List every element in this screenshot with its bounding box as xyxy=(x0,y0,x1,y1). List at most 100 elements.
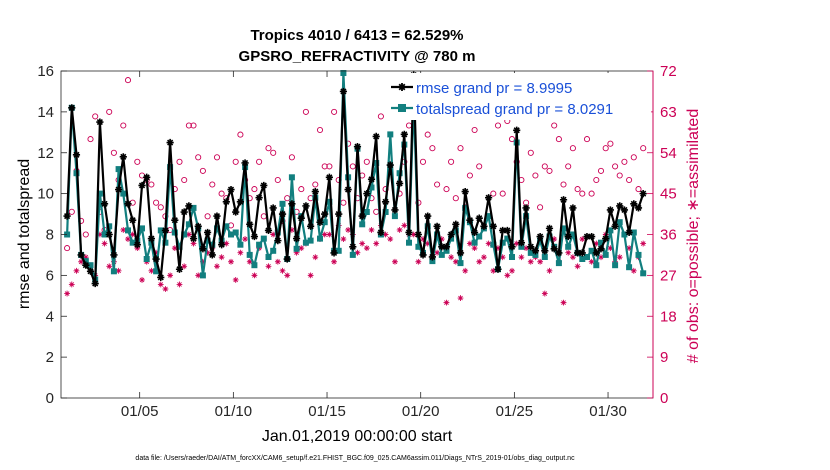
rmse-point xyxy=(616,202,624,210)
possible-obs-point xyxy=(434,181,441,188)
rmse-point xyxy=(367,175,376,183)
rmse-point xyxy=(634,204,643,212)
rmse-point xyxy=(180,208,188,216)
spread-point xyxy=(87,262,94,269)
possible-obs-point xyxy=(195,154,202,161)
rmse-point xyxy=(541,247,549,255)
spread-point xyxy=(471,239,478,246)
assimilated-obs-point xyxy=(448,254,455,261)
assimilated-obs-point xyxy=(410,231,417,238)
y-tick-label: 14 xyxy=(37,104,54,121)
rmse-point xyxy=(143,173,151,181)
spread-point xyxy=(518,243,525,250)
rmse-point xyxy=(213,212,221,220)
rmse-point xyxy=(199,245,207,253)
possible-obs-point xyxy=(153,199,160,206)
assimilated-obs-point xyxy=(363,245,370,252)
rmse-point xyxy=(91,279,99,288)
assimilated-obs-point xyxy=(490,267,497,274)
rmse-point xyxy=(480,222,488,230)
rmse-point xyxy=(545,224,554,232)
rmse-point xyxy=(499,226,507,235)
possible-obs-point xyxy=(64,245,71,252)
assimilated-obs-point xyxy=(218,254,225,261)
rmse-point xyxy=(602,234,610,243)
assimilated-obs-point xyxy=(82,254,89,261)
spread-point xyxy=(527,249,534,256)
rmse-point xyxy=(522,204,530,212)
rmse-point xyxy=(185,202,193,210)
spread-point xyxy=(96,190,103,197)
y2-tick-label: 18 xyxy=(660,308,677,325)
assimilated-obs-point xyxy=(148,267,155,274)
possible-obs-point xyxy=(452,195,459,202)
spread-point xyxy=(185,221,192,228)
spread-point xyxy=(209,241,216,248)
spread-point xyxy=(317,235,323,242)
spread-point xyxy=(153,268,160,275)
rmse-point xyxy=(517,239,525,247)
x-tick-label: 01/05 xyxy=(121,403,159,420)
possible-obs-point xyxy=(597,167,605,174)
rmse-point xyxy=(124,200,132,208)
spread-point xyxy=(157,227,164,234)
rmse-point xyxy=(157,273,165,282)
y-tick-label: 2 xyxy=(46,349,54,366)
x-tick-label: 01/10 xyxy=(215,403,253,420)
spread-point xyxy=(560,225,567,232)
x-tick-label: 01/25 xyxy=(496,403,534,420)
assimilated-obs-point xyxy=(509,267,515,274)
possible-obs-point xyxy=(546,167,553,174)
spread-point xyxy=(110,268,117,275)
legend-spread-label: totalspread grand pr = 8.0291 xyxy=(416,101,613,118)
assimilated-obs-point xyxy=(190,240,197,247)
rmse-point xyxy=(372,132,380,140)
spread-point xyxy=(569,231,576,238)
possible-obs-point xyxy=(419,158,427,165)
y2-tick-label: 72 xyxy=(660,63,677,80)
spread-point xyxy=(204,237,211,244)
assimilated-obs-point xyxy=(232,277,239,283)
assimilated-obs-point xyxy=(565,249,572,256)
rmse-point xyxy=(96,118,104,126)
spread-point xyxy=(607,227,614,234)
spread-point xyxy=(237,241,244,248)
spread-point xyxy=(602,251,609,258)
rmse-point xyxy=(508,243,516,251)
assimilated-obs-point xyxy=(443,299,450,306)
possible-obs-point xyxy=(199,167,206,174)
possible-obs-point xyxy=(490,190,497,197)
rmse-point xyxy=(564,232,572,241)
possible-obs-point xyxy=(157,204,164,211)
assimilated-obs-point xyxy=(106,263,113,270)
assimilated-obs-point xyxy=(457,295,464,301)
chart-title: Tropics 4010 / 6413 = 62.529% xyxy=(250,27,463,44)
spread-point xyxy=(406,239,412,246)
spread-point xyxy=(612,262,619,269)
rmse-point xyxy=(316,218,324,226)
spread-point xyxy=(302,239,309,246)
spread-point xyxy=(256,241,263,248)
y2-tick-label: 36 xyxy=(660,227,677,244)
possible-obs-point xyxy=(508,136,516,143)
possible-obs-point xyxy=(312,181,319,188)
possible-obs-point xyxy=(256,158,263,165)
spread-point xyxy=(106,223,113,230)
spread-point xyxy=(223,223,230,230)
assimilated-obs-point xyxy=(307,272,314,279)
x-tick-label: 01/30 xyxy=(589,403,627,420)
spread-point xyxy=(181,231,188,238)
possible-obs-point xyxy=(565,163,572,170)
assimilated-obs-point xyxy=(120,227,127,233)
possible-obs-point xyxy=(349,163,356,170)
assimilated-obs-point xyxy=(387,236,394,242)
possible-obs-point xyxy=(204,213,211,220)
rmse-point xyxy=(100,200,109,208)
rmse-point xyxy=(307,222,315,230)
assimilated-obs-point xyxy=(284,272,291,279)
legend-rmse-marker xyxy=(398,83,406,91)
rmse-point xyxy=(606,206,614,214)
spread-point xyxy=(190,204,197,211)
possible-obs-point xyxy=(218,190,225,197)
spread-point xyxy=(321,219,328,226)
